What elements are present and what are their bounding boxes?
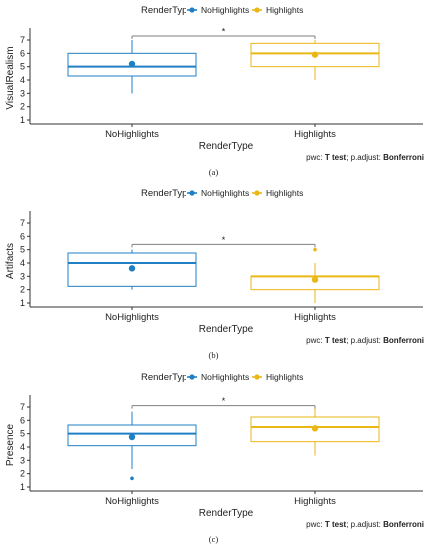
y-tick-label: 4 (20, 442, 25, 452)
box-Highlights (250, 40, 380, 80)
legend-label: NoHighlights (201, 188, 249, 198)
footnote-prefix: pwc: (306, 520, 325, 529)
mean-point (311, 276, 319, 283)
box-Highlights (250, 247, 380, 303)
y-tick-label: 6 (20, 48, 25, 58)
mean-point (128, 265, 136, 272)
footnote: pwc: T test; p.adjust: Bonferroni (306, 520, 424, 529)
y-tick-label: 7 (20, 402, 25, 412)
y-tick-label: 1 (20, 482, 25, 492)
x-tick-label: NoHighlights (105, 496, 159, 507)
legend-label: Highlights (266, 5, 303, 15)
legend-key-dot (254, 190, 260, 196)
panel-caption: (b) (209, 350, 219, 360)
legend-label: Highlights (266, 372, 303, 382)
y-axis-title: VisualRealism (5, 46, 16, 109)
x-tick-label: Highlights (294, 312, 336, 323)
y-tick-label: 3 (20, 271, 25, 281)
y-tick-label: 4 (20, 75, 25, 85)
y-tick-label: 3 (20, 88, 25, 98)
footnote: pwc: T test; p.adjust: Bonferroni (306, 153, 424, 162)
outlier-point (130, 476, 134, 481)
significance-label: * (222, 27, 226, 37)
legend-label: Highlights (266, 188, 303, 198)
y-tick-label: 2 (20, 102, 25, 112)
legend-key-dot (189, 190, 195, 196)
x-axis-title: RenderType (199, 141, 254, 152)
significance-label: * (222, 396, 226, 406)
y-tick-label: 4 (20, 258, 25, 268)
y-tick-label: 2 (20, 285, 25, 295)
significance-label: * (222, 235, 226, 245)
y-tick-label: 6 (20, 231, 25, 241)
footnote-prefix: pwc: (306, 336, 325, 345)
box-NoHighlights (67, 411, 197, 481)
x-tick-label: NoHighlights (105, 312, 159, 323)
footnote-mid: ; p.adjust: (346, 153, 383, 162)
panel-caption: (a) (209, 167, 219, 177)
legend-key-dot (254, 7, 260, 13)
x-axis-title: RenderType (199, 324, 254, 335)
chart-panel-3: RenderType NoHighlights Highlights 1 2 3 4 5 6 7 N… (5, 371, 424, 544)
footnote-test: T test (325, 520, 347, 529)
legend-key-dot (189, 7, 195, 13)
box-NoHighlights (67, 249, 197, 290)
x-axis-title: RenderType (199, 508, 254, 519)
x-tick-label: NoHighlights (105, 129, 159, 140)
y-axis-title: Presence (5, 423, 16, 466)
footnote-adjust: Bonferroni (383, 153, 424, 162)
legend: RenderType NoHighlights Highlights (141, 371, 303, 383)
footnote-mid: ; p.adjust: (346, 520, 383, 529)
chart-panel-2: RenderType NoHighlights Highlights 1 2 3 4 5 6 7 N… (5, 187, 424, 360)
panel-caption: (c) (209, 534, 219, 544)
x-tick-label: Highlights (294, 496, 336, 507)
footnote: pwc: T test; p.adjust: Bonferroni (306, 336, 424, 345)
y-axis-title: Artifacts (5, 243, 16, 279)
legend-key-dot (254, 374, 260, 380)
legend-title: RenderType (141, 5, 193, 16)
mean-point (128, 60, 136, 68)
legend-title: RenderType (141, 188, 193, 199)
footnote-adjust: Bonferroni (383, 520, 424, 529)
x-tick-label: Highlights (294, 129, 336, 140)
footnote-test: T test (325, 153, 347, 162)
y-tick-label: 5 (20, 245, 25, 255)
outlier-point (313, 247, 317, 252)
footnote-mid: ; p.adjust: (346, 336, 383, 345)
box-NoHighlights (67, 40, 197, 94)
footnote-prefix: pwc: (306, 153, 325, 162)
mean-point (311, 425, 319, 432)
footnote-adjust: Bonferroni (383, 336, 424, 345)
legend-label: NoHighlights (201, 5, 249, 15)
y-tick-label: 3 (20, 455, 25, 465)
y-tick-label: 6 (20, 415, 25, 425)
legend-label: NoHighlights (201, 372, 249, 382)
y-tick-label: 7 (20, 35, 25, 45)
y-tick-label: 2 (20, 469, 25, 479)
mean-point (311, 51, 319, 58)
y-tick-label: 5 (20, 62, 25, 72)
y-tick-label: 1 (20, 298, 25, 308)
legend: RenderType NoHighlights Highlights (141, 4, 303, 16)
legend: RenderType NoHighlights Highlights (141, 187, 303, 199)
legend-title: RenderType (141, 372, 193, 383)
y-tick-label: 1 (20, 115, 25, 125)
footnote-test: T test (325, 336, 347, 345)
y-tick-label: 7 (20, 218, 25, 228)
legend-key-dot (189, 374, 195, 380)
mean-point (128, 433, 136, 441)
chart-panel-1: RenderType NoHighlights Highlights 1 2 3 4 5 6 7 N… (5, 4, 424, 177)
box-Highlights (250, 407, 380, 456)
y-tick-label: 5 (20, 429, 25, 439)
